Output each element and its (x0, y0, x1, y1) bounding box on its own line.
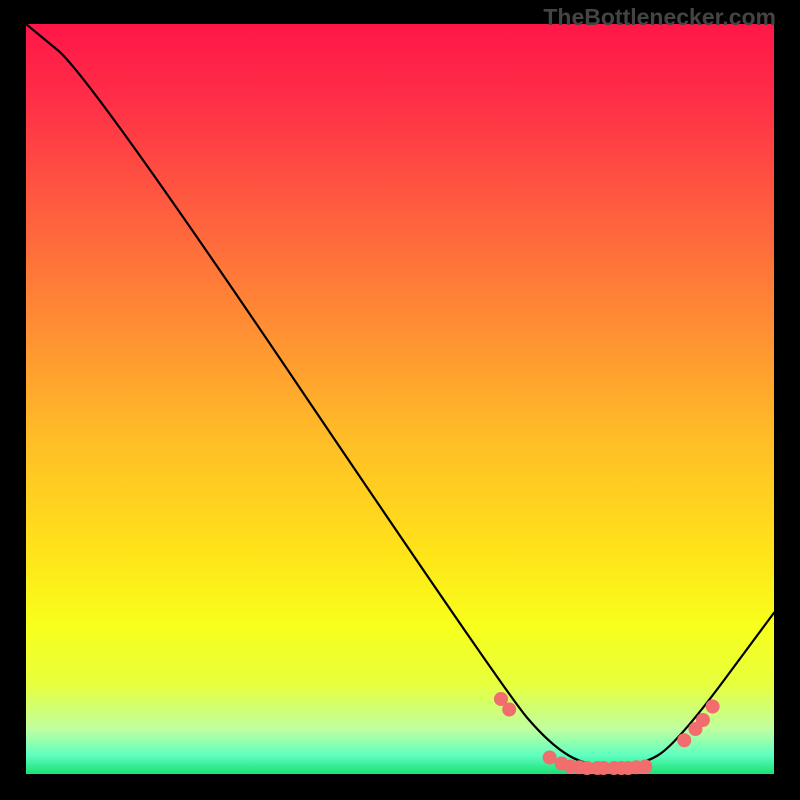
plot-area (26, 24, 774, 774)
curve-marker (503, 703, 516, 716)
watermark-text: TheBottlenecker.com (543, 4, 776, 31)
curve-marker (678, 734, 691, 747)
curve-marker (543, 751, 556, 764)
curve-marker (696, 714, 709, 727)
curve-marker (639, 760, 652, 773)
curve-marker (706, 700, 719, 713)
